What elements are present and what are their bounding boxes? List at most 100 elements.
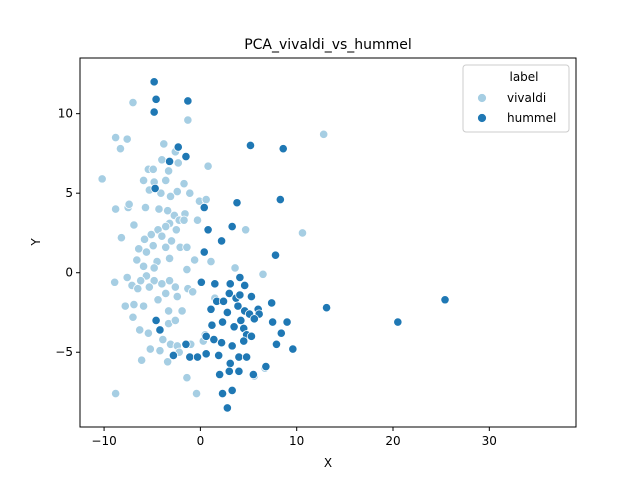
- point-vivaldi-78: [172, 291, 182, 302]
- plot-frame: [79, 57, 577, 428]
- x-tick-label-20: 20: [385, 434, 400, 448]
- point-hummel-60: [288, 344, 298, 354]
- point-vivaldi-54: [141, 247, 152, 257]
- point-hummel-67: [234, 352, 244, 362]
- point-hummel-53: [209, 334, 219, 345]
- point-hummel-50: [282, 317, 292, 327]
- point-hummel-4: [173, 142, 183, 152]
- point-vivaldi-100: [137, 355, 147, 365]
- point-vivaldi-57: [132, 255, 142, 265]
- point-vivaldi-61: [206, 256, 216, 267]
- legend-label-vivaldi: vivaldi: [507, 91, 546, 105]
- point-vivaldi-47: [241, 225, 251, 235]
- point-hummel-20: [225, 279, 235, 289]
- point-vivaldi-14: [164, 166, 174, 176]
- point-vivaldi-58: [138, 261, 149, 271]
- point-hummel-14: [203, 225, 213, 235]
- point-hummel-18: [196, 277, 206, 287]
- point-hummel-10: [199, 202, 209, 213]
- point-vivaldi-7: [159, 139, 169, 149]
- point-hummel-28: [246, 291, 257, 302]
- point-vivaldi-5: [183, 115, 193, 125]
- point-hummel-21: [235, 272, 245, 283]
- point-vivaldi-17: [161, 175, 171, 186]
- point-vivaldi-101: [163, 357, 173, 367]
- point-hummel-63: [192, 352, 203, 362]
- point-vivaldi-41: [139, 234, 150, 244]
- point-hummel-49: [268, 317, 278, 327]
- point-hummel-9: [150, 183, 160, 194]
- point-vivaldi-38: [146, 229, 156, 240]
- point-vivaldi-60: [190, 255, 200, 265]
- point-hummel-1: [151, 94, 161, 104]
- point-vivaldi-86: [177, 306, 187, 316]
- point-vivaldi-50: [148, 241, 158, 251]
- point-hummel-45: [236, 315, 246, 326]
- point-hummel-74: [227, 385, 237, 396]
- point-vivaldi-84: [138, 301, 149, 311]
- point-hummel-5: [181, 152, 191, 162]
- point-vivaldi-64: [122, 272, 132, 283]
- point-hummel-58: [271, 339, 282, 349]
- point-hummel-0: [149, 77, 159, 87]
- point-vivaldi-66: [149, 276, 159, 286]
- point-vivaldi-87: [128, 312, 138, 322]
- point-vivaldi-91: [170, 315, 180, 326]
- point-vivaldi-65: [136, 276, 146, 286]
- point-vivaldi-55: [164, 253, 175, 264]
- point-vivaldi-105: [111, 388, 121, 399]
- point-vivaldi-51: [161, 242, 171, 252]
- point-hummel-7: [245, 140, 256, 151]
- point-vivaldi-88: [135, 325, 145, 335]
- point-vivaldi-26: [111, 204, 121, 214]
- point-hummel-52: [201, 331, 211, 341]
- point-vivaldi-92: [145, 344, 155, 354]
- point-vivaldi-74: [161, 288, 171, 298]
- point-vivaldi-39: [129, 220, 139, 230]
- point-hummel-69: [215, 369, 225, 380]
- point-vivaldi-43: [166, 236, 177, 246]
- x-tick-label--10: −10: [91, 434, 116, 448]
- point-hummel-37: [321, 303, 332, 313]
- point-hummel-27: [235, 290, 245, 300]
- legend-marker-hummel: [477, 113, 487, 123]
- point-hummel-65: [214, 350, 224, 361]
- point-vivaldi-45: [179, 215, 189, 225]
- point-hummel-57: [246, 331, 257, 341]
- x-tick-label-0: 0: [197, 434, 205, 448]
- point-hummel-25: [224, 288, 234, 298]
- point-hummel-48: [249, 314, 259, 324]
- point-vivaldi-59: [149, 263, 159, 273]
- point-vivaldi-68: [164, 276, 175, 286]
- y-tick-label-10: 10: [58, 107, 73, 121]
- point-hummel-16: [199, 247, 209, 257]
- point-hummel-42: [207, 320, 217, 330]
- point-vivaldi-31: [163, 206, 173, 216]
- point-vivaldi-94: [158, 334, 168, 345]
- point-hummel-40: [151, 315, 161, 326]
- point-vivaldi-10: [173, 158, 183, 168]
- point-vivaldi-0: [97, 174, 107, 184]
- y-tick-label--5: −5: [55, 345, 73, 359]
- point-vivaldi-80: [230, 263, 240, 273]
- point-hummel-19: [210, 279, 220, 289]
- x-tick-label-30: 30: [482, 434, 497, 448]
- point-vivaldi-83: [129, 299, 139, 310]
- point-hummel-8: [278, 144, 288, 154]
- y-tick-label-0: 0: [65, 266, 73, 280]
- point-vivaldi-1: [111, 132, 121, 143]
- y-tick-label-5: 5: [65, 186, 73, 200]
- legend-frame: [462, 64, 570, 133]
- points-layer: [97, 77, 450, 413]
- point-hummel-64: [201, 349, 211, 359]
- point-vivaldi-22: [185, 188, 195, 198]
- point-vivaldi-53: [182, 242, 192, 252]
- point-hummel-24: [218, 296, 229, 306]
- point-vivaldi-15: [138, 175, 149, 186]
- point-vivaldi-103: [182, 373, 192, 383]
- point-vivaldi-40: [116, 233, 127, 243]
- point-vivaldi-67: [157, 279, 167, 289]
- point-vivaldi-69: [170, 282, 180, 292]
- point-vivaldi-93: [155, 346, 165, 356]
